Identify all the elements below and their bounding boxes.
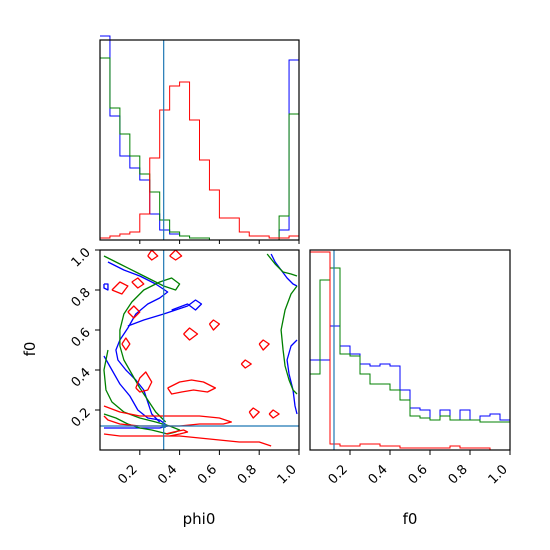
- f0-hist-series-2: [310, 251, 510, 451]
- contour-line-8: [280, 285, 298, 395]
- contour-line-2: [127, 299, 203, 327]
- contour-line-4: [270, 253, 298, 287]
- joint-truth-marker: [161, 424, 166, 428]
- joint-ytick-label-2: 0.6: [69, 325, 94, 350]
- contour-line-5: [103, 283, 109, 291]
- contour-line-1: [107, 261, 169, 423]
- f0-hist-series-1: [310, 267, 510, 423]
- f0-xtick-label-2: 0.6: [406, 462, 431, 487]
- contour-line-9: [266, 253, 298, 277]
- contour-line-16: [169, 250, 183, 261]
- contour-line-19: [127, 305, 141, 319]
- contour-line-24: [258, 339, 270, 351]
- joint-xtick-label-3: 0.8: [235, 462, 260, 487]
- contour-line-17: [111, 281, 129, 295]
- f0-xtick-label-1: 0.4: [366, 462, 391, 487]
- contour-line-18: [131, 277, 145, 289]
- contour-line-21: [183, 327, 199, 341]
- phi0-marginal-panel: [99, 35, 300, 244]
- phi0-hist-series-2: [100, 81, 299, 239]
- contour-line-6: [103, 349, 181, 435]
- f0-xtick-label-0: 0.2: [326, 462, 351, 487]
- joint-xtick-label-4: 1.0: [275, 462, 300, 487]
- f0-marginal-panel: 0.2 0.4 0.6 0.8 1.0: [309, 249, 511, 487]
- joint-ytick-label-4: 1.0: [69, 245, 94, 270]
- axis-titles: phi0 f0 f0: [21, 342, 417, 528]
- contour-line-7: [103, 255, 181, 423]
- contour-line-14: [135, 371, 153, 393]
- joint-frame: [99, 249, 300, 451]
- contour-line-23: [240, 359, 252, 369]
- x-axis-label-f0: f0: [403, 510, 418, 528]
- joint-xtick-label-1: 0.4: [155, 462, 180, 487]
- joint-contours: [103, 250, 298, 447]
- contour-line-20: [121, 337, 131, 351]
- joint-ytick-label-0: 0.2: [69, 405, 94, 430]
- y-axis-label-f0: f0: [21, 342, 39, 357]
- joint-xtick-label-2: 0.6: [195, 462, 220, 487]
- phi0-f0-joint-panel: 0.2 0.4 0.6 0.8 1.0 0.2 0.4 0.6 0.8 1.0: [69, 245, 300, 487]
- joint-xtick-label-0: 0.2: [115, 462, 140, 487]
- contour-line-10: [103, 405, 232, 427]
- contour-line-22: [208, 319, 221, 331]
- joint-ytick-label-3: 0.8: [69, 285, 94, 310]
- f0-xtick-label-3: 0.8: [446, 462, 471, 487]
- contour-line-3: [286, 339, 298, 415]
- contour-line-15: [147, 250, 159, 261]
- contour-line-25: [248, 407, 260, 419]
- x-axis-label-phi0: phi0: [183, 510, 216, 528]
- contour-line-0: [103, 355, 169, 429]
- contour-line-26: [268, 409, 280, 419]
- contour-line-12: [165, 429, 189, 437]
- phi0-marginal-frame: [99, 39, 300, 241]
- contour-line-11: [103, 433, 272, 447]
- contour-line-13: [167, 379, 217, 395]
- f0-marginal-frame: [309, 249, 511, 451]
- f0-xtick-label-4: 1.0: [486, 462, 511, 487]
- joint-ytick-label-1: 0.4: [69, 365, 94, 390]
